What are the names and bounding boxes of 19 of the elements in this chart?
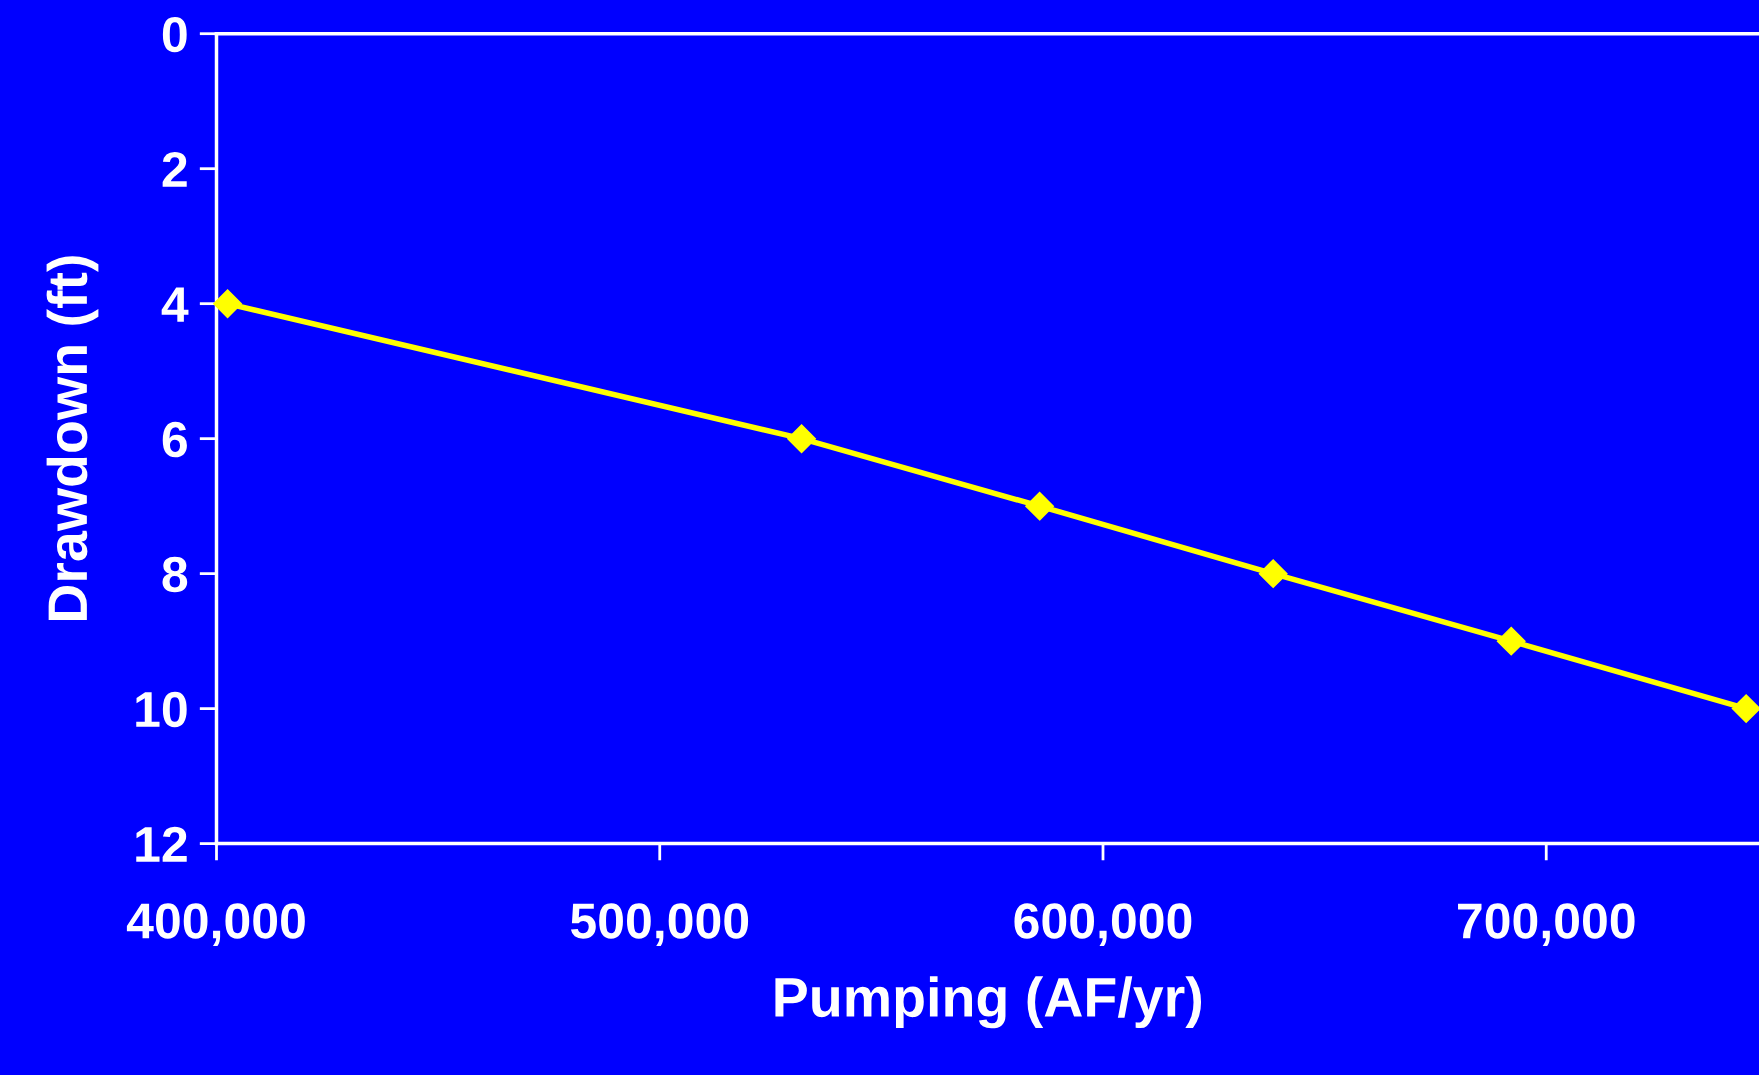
point <box>1025 491 1055 521</box>
y-axis-title: Drawdown (ft) <box>46 256 99 621</box>
x-tick-label: 700,000 <box>1458 903 1635 946</box>
y-tick-label: 8 <box>162 556 188 593</box>
x-axis-title: Pumping (AF/yr) <box>775 976 1202 1029</box>
point <box>1731 694 1759 724</box>
x-tick-label: 500,000 <box>570 903 749 946</box>
y-tick-label: 0 <box>162 16 187 53</box>
x-tick-label: 400,000 <box>126 903 305 946</box>
y-tick-label: 12 <box>136 826 187 862</box>
y-tick-label: 2 <box>162 151 187 187</box>
y-tick-label: 4 <box>161 287 189 322</box>
y-tick-label: 10 <box>136 691 187 728</box>
point <box>1258 559 1288 589</box>
y-tick-label: 6 <box>162 421 187 458</box>
point <box>213 289 243 319</box>
point <box>1496 626 1526 656</box>
point <box>787 424 817 454</box>
x-tick-label: 600,000 <box>1014 903 1192 946</box>
